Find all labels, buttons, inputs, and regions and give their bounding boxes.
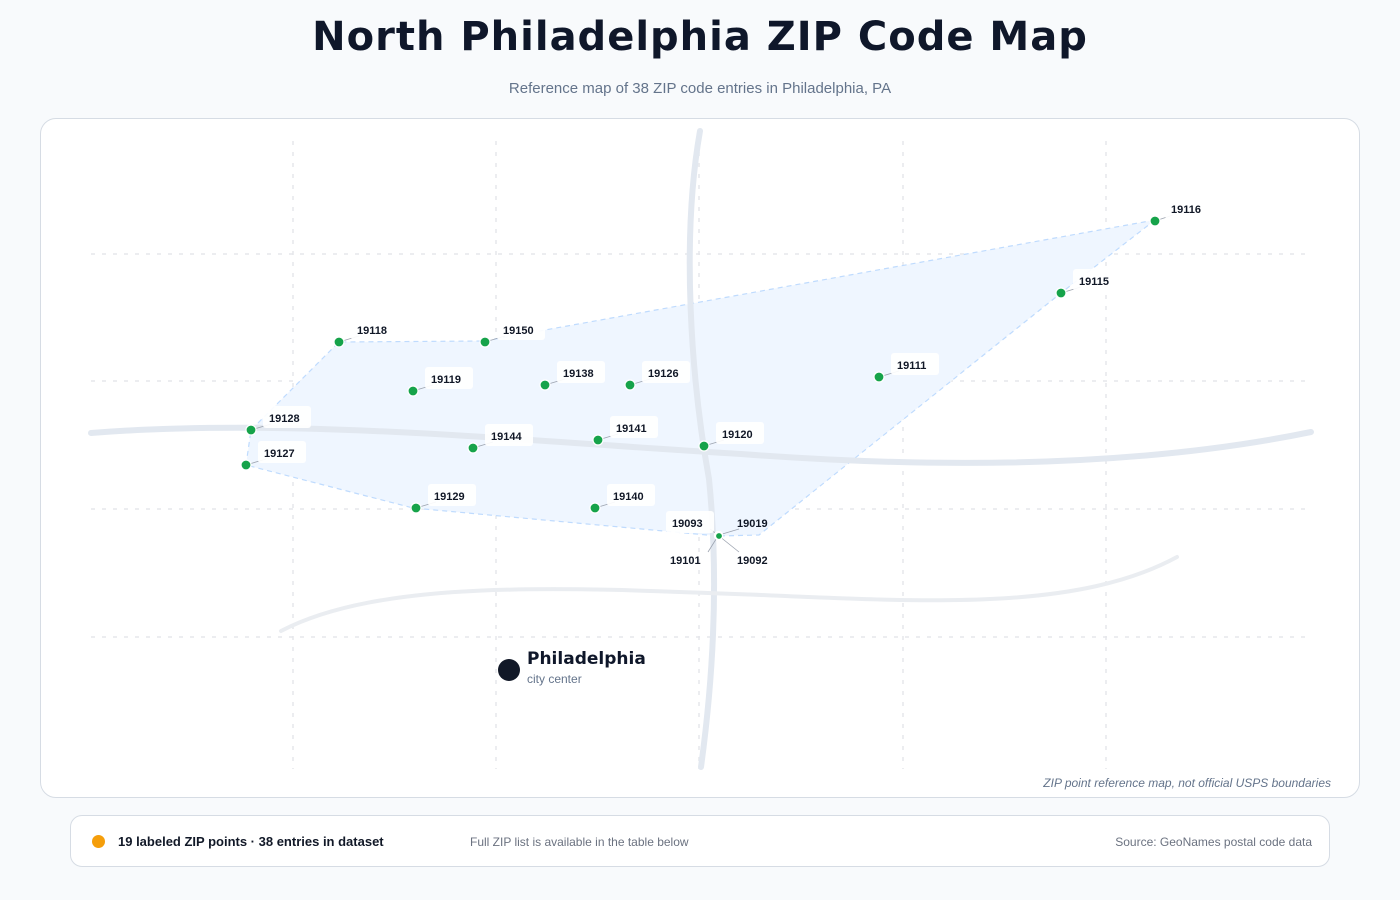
zip-label-background <box>263 406 311 428</box>
legend-marker-icon <box>92 835 105 848</box>
city-name-label: Philadelphia <box>527 649 646 669</box>
zip-point-marker[interactable] <box>873 371 885 383</box>
zip-label: 19150 <box>503 325 534 337</box>
zip-point-marker[interactable] <box>539 379 551 391</box>
zip-point-marker[interactable] <box>1149 215 1161 227</box>
road-secondary <box>279 555 1179 633</box>
zip-point-marker[interactable] <box>592 434 604 446</box>
zip-point-19120[interactable]: 19120 <box>698 422 764 452</box>
zip-point-19126[interactable]: 19126 <box>624 361 690 391</box>
zip-label: 19019 <box>737 518 768 530</box>
zip-label: 19093 <box>672 518 703 530</box>
zip-label: 19101 <box>670 555 701 567</box>
zip-label: 19140 <box>613 491 644 503</box>
city-center-marker[interactable]: Philadelphia city center <box>498 649 646 686</box>
zip-point-marker[interactable] <box>410 502 422 514</box>
zip-label-background <box>891 353 939 375</box>
map-disclaimer: ZIP point reference map, not official US… <box>1043 776 1331 790</box>
zip-label-background <box>425 367 473 389</box>
zip-label-background <box>351 318 399 340</box>
city-sublabel: city center <box>527 672 582 686</box>
zip-point-marker[interactable] <box>479 336 491 348</box>
zip-label: 19141 <box>616 423 647 435</box>
zip-label: 19118 <box>357 325 387 337</box>
zip-point-19138[interactable]: 19138 <box>539 361 605 391</box>
zip-label: 19116 <box>1171 204 1201 216</box>
zip-point-marker[interactable] <box>240 459 252 471</box>
zip-label-background <box>428 484 476 506</box>
page-title: North Philadelphia ZIP Code Map <box>312 14 1088 60</box>
zip-label: 19129 <box>434 491 465 503</box>
road-vertical-major <box>686 128 718 770</box>
zip-label: 19115 <box>1079 276 1109 288</box>
zip-label: 19120 <box>722 429 753 441</box>
zip-point-marker[interactable] <box>1055 287 1067 299</box>
zip-point-marker[interactable] <box>467 442 479 454</box>
zip-label-background <box>258 441 306 463</box>
zip-point-19144[interactable]: 19144 <box>467 424 533 454</box>
roads <box>88 128 1314 770</box>
zip-coverage-region <box>245 219 1156 537</box>
zip-point-19128[interactable]: 19128 <box>245 406 311 436</box>
zip-point-19150[interactable]: 19150 <box>479 318 545 348</box>
legend-bar: 19 labeled ZIP points · 38 entries in da… <box>70 815 1330 867</box>
zip-point-marker[interactable] <box>589 502 601 514</box>
road-horizontal-major <box>88 424 1314 466</box>
zip-label: 19126 <box>648 368 679 380</box>
zip-point-19127[interactable]: 19127 <box>240 441 306 471</box>
zip-point-19118[interactable]: 19118 <box>333 318 399 348</box>
zip-point-19115[interactable]: 19115 <box>1055 269 1121 299</box>
zip-label: 19111 <box>897 360 926 372</box>
zip-label-background <box>607 484 655 506</box>
zip-point-marker[interactable] <box>333 336 345 348</box>
zip-label-background <box>666 511 714 533</box>
zip-label-background <box>485 424 533 446</box>
zip-label: 19128 <box>269 413 300 425</box>
zip-label-background <box>557 361 605 383</box>
zip-point-marker[interactable] <box>698 440 710 452</box>
zip-point-19111[interactable]: 19111 <box>873 353 939 383</box>
page-subtitle: Reference map of 38 ZIP code entries in … <box>508 80 892 97</box>
zip-label-background <box>642 361 690 383</box>
legend-note: Full ZIP list is available in the table … <box>470 835 689 849</box>
zip-point-marker[interactable] <box>624 379 636 391</box>
zip-label: 19092 <box>737 555 768 567</box>
map-panel[interactable]: 19116 19115 19118 19150 19111 19119 19138 19126… <box>40 118 1360 798</box>
zip-points-layer: 19116 19115 19118 19150 19111 19119 19138 19126… <box>240 197 1213 568</box>
zip-point-19140[interactable]: 19140 <box>589 484 655 514</box>
zip-point-marker[interactable] <box>714 531 724 541</box>
zip-point-19141[interactable]: 19141 <box>592 416 658 446</box>
zip-point-19119[interactable]: 19119 <box>407 367 473 397</box>
legend-summary: 19 labeled ZIP points · 38 entries in da… <box>118 834 384 849</box>
zip-label-background <box>1165 197 1213 219</box>
zip-label: 19138 <box>563 368 594 380</box>
zip-label-background <box>716 422 764 444</box>
zip-point-19092[interactable]: 19092 <box>714 531 768 568</box>
zip-label-background <box>1073 269 1121 291</box>
zip-label: 19144 <box>491 431 522 443</box>
zip-point-marker[interactable] <box>245 424 257 436</box>
map-canvas[interactable]: 19116 19115 19118 19150 19111 19119 19138 19126… <box>41 119 1359 797</box>
zip-point-19129[interactable]: 19129 <box>410 484 476 514</box>
city-center-dot <box>498 659 520 681</box>
zip-label: 19127 <box>264 448 295 460</box>
zip-label-background <box>610 416 658 438</box>
zip-label-background <box>497 318 545 340</box>
zip-label: 19119 <box>431 374 461 386</box>
zip-point-marker[interactable] <box>407 385 419 397</box>
zip-leader-line <box>718 535 740 553</box>
data-source: Source: GeoNames postal code data <box>1115 835 1312 849</box>
zip-point-19116[interactable]: 19116 <box>1149 197 1213 227</box>
